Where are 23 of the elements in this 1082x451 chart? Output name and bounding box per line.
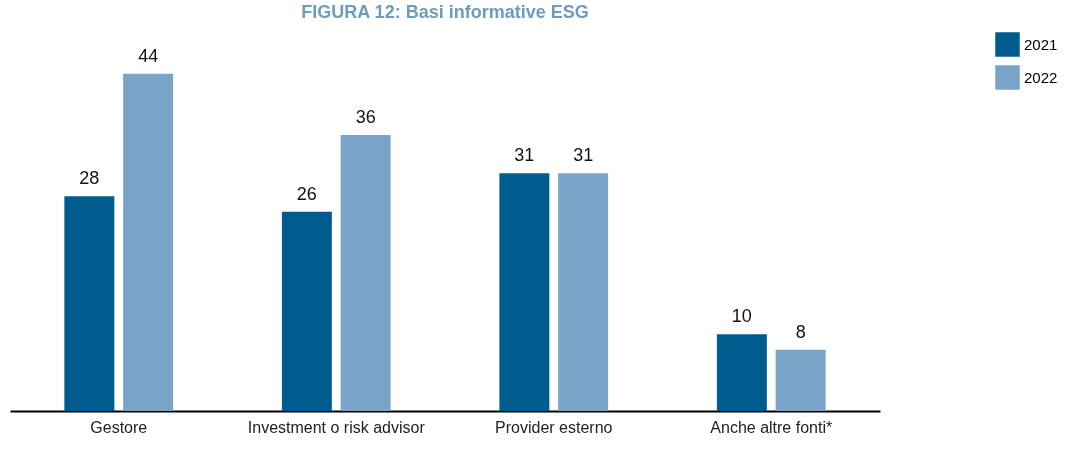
- legend-label: 2022: [1024, 68, 1058, 86]
- bar: [716, 334, 767, 411]
- data-label: 8: [795, 321, 806, 342]
- bar: [775, 349, 826, 411]
- legend-label: 2021: [1024, 35, 1058, 53]
- bar: [340, 135, 391, 411]
- bar: [123, 73, 174, 411]
- data-label: 26: [296, 183, 317, 204]
- data-label: 28: [79, 168, 100, 189]
- data-label: 31: [514, 145, 535, 166]
- bar: [499, 173, 550, 411]
- data-label: 10: [731, 306, 752, 327]
- bar: [281, 211, 332, 411]
- x-tick-label: Provider esterno: [495, 418, 613, 436]
- x-tick-label: Gestore: [90, 418, 148, 436]
- x-tick-label: Anche altre fonti*: [710, 418, 833, 436]
- data-label: 44: [138, 45, 159, 66]
- bar: [558, 173, 609, 411]
- chart-title: FIGURA 12: Basi informative ESG: [301, 2, 589, 22]
- data-label: 31: [573, 145, 594, 166]
- data-label: 36: [355, 107, 376, 127]
- x-tick-label: Investment o risk advisor: [247, 418, 426, 436]
- bar: [64, 196, 115, 411]
